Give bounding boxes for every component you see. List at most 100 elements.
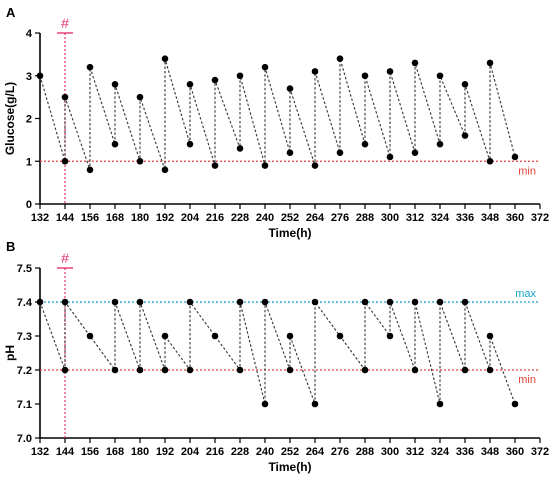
x-tick-label: 180: [131, 212, 149, 224]
series-connector-line: [39, 300, 516, 405]
data-point: [436, 140, 444, 148]
data-point: [461, 81, 469, 88]
data-point: [161, 55, 169, 62]
data-point: [386, 332, 394, 340]
data-point: [136, 298, 144, 306]
data-point: [136, 157, 144, 165]
hash-marker-label: #: [61, 15, 69, 31]
data-point: [86, 166, 94, 174]
data-point: [186, 81, 194, 88]
x-tick-label: 264: [306, 212, 325, 224]
data-point: [186, 366, 194, 374]
reference-line-label-max: max: [515, 288, 536, 300]
x-axis-title: Time(h): [268, 460, 311, 474]
data-point: [486, 366, 494, 374]
x-tick-label: 360: [506, 446, 524, 458]
x-tick-label: 168: [106, 446, 124, 458]
x-tick-label: 324: [431, 446, 450, 458]
data-point: [411, 59, 419, 67]
data-point: [236, 366, 244, 374]
x-tick-label: 348: [481, 446, 499, 458]
x-tick-label: 132: [31, 212, 49, 224]
x-tick-label: 372: [531, 212, 549, 224]
y-tick-label: 2: [26, 114, 32, 126]
data-point: [86, 63, 94, 71]
x-tick-label: 264: [306, 446, 325, 458]
data-point: [111, 140, 119, 148]
data-point: [436, 400, 444, 408]
x-tick-label: 156: [81, 212, 99, 224]
data-point: [336, 332, 344, 340]
x-tick-label: 144: [56, 446, 75, 458]
x-tick-label: 240: [256, 212, 274, 224]
y-tick-label: 7.0: [17, 433, 32, 445]
data-point: [461, 298, 469, 306]
x-tick-label: 252: [281, 212, 299, 224]
data-point: [136, 93, 144, 101]
x-tick-label: 300: [381, 446, 399, 458]
data-point: [286, 85, 294, 92]
data-point: [486, 59, 494, 67]
x-tick-label: 288: [356, 446, 374, 458]
data-point: [236, 72, 244, 80]
reference-line-label-min: min: [518, 165, 536, 177]
x-tick-label: 168: [106, 212, 124, 224]
panel-letter: B: [6, 239, 15, 254]
data-point: [486, 332, 494, 340]
data-point: [286, 149, 294, 156]
y-axis-title: Glucose(g/L): [3, 82, 17, 155]
data-point: [411, 298, 419, 306]
x-tick-label: 276: [331, 446, 349, 458]
data-point: [411, 366, 419, 374]
x-tick-label: 324: [431, 212, 450, 224]
panel-letter: A: [6, 5, 16, 20]
x-tick-label: 276: [331, 212, 349, 224]
x-tick-label: 144: [56, 212, 75, 224]
data-point: [211, 76, 219, 84]
y-tick-label: 4: [26, 28, 33, 40]
x-tick-label: 156: [81, 446, 99, 458]
data-point: [36, 298, 44, 306]
data-point: [286, 366, 294, 374]
data-point: [461, 132, 469, 139]
hash-marker-label: #: [61, 250, 69, 266]
x-tick-label: 216: [206, 212, 224, 224]
data-point: [236, 145, 244, 152]
data-point: [286, 332, 294, 340]
data-point: [161, 366, 169, 374]
y-tick-label: 7.3: [17, 331, 32, 343]
data-point: [311, 68, 319, 75]
y-tick-label: 7.2: [17, 365, 32, 377]
data-point: [461, 366, 469, 374]
data-point: [386, 298, 394, 306]
data-point: [386, 153, 394, 161]
x-tick-label: 204: [181, 212, 200, 224]
panel-b: B 132 144 156 168 180 192 204 216 228 240 252 264 276…: [3, 239, 549, 474]
x-tick-label: 240: [256, 446, 274, 458]
x-tick-label: 372: [531, 446, 549, 458]
y-axis-title: pH: [3, 345, 17, 361]
x-tick-label: 204: [181, 446, 200, 458]
data-point: [211, 332, 219, 340]
data-point: [211, 162, 219, 169]
data-point: [411, 149, 419, 156]
x-tick-label: 192: [156, 446, 174, 458]
series-connector-line: [39, 58, 516, 170]
data-point: [186, 298, 194, 306]
x-tick-label: 180: [131, 446, 149, 458]
x-tick-label: 132: [31, 446, 49, 458]
data-point: [236, 298, 244, 306]
x-tick-label: 300: [381, 212, 399, 224]
y-tick-label: 1: [26, 156, 32, 168]
data-point: [361, 298, 369, 306]
data-point: [511, 400, 519, 408]
data-point: [436, 72, 444, 80]
data-point: [261, 400, 269, 408]
y-tick-label: 7.4: [17, 297, 33, 309]
x-tick-label: 312: [406, 446, 424, 458]
y-tick-label: 7.5: [17, 263, 32, 275]
data-point: [511, 153, 519, 161]
data-point: [36, 72, 44, 80]
